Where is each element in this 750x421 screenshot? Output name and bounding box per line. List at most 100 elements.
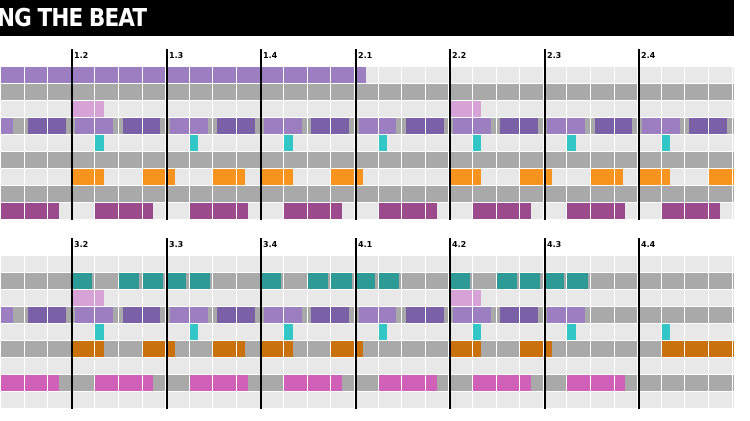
note-track-4-1[interactable] bbox=[0, 307, 13, 323]
note-track-8-7[interactable] bbox=[566, 375, 626, 391]
note-track-5-2[interactable] bbox=[188, 324, 199, 340]
note-track-4-10[interactable] bbox=[405, 307, 444, 323]
note-track-4-9[interactable] bbox=[358, 307, 397, 323]
beat-label: 3.4 bbox=[263, 240, 278, 249]
note-track-3-2[interactable] bbox=[448, 290, 482, 306]
note-track-4-11[interactable] bbox=[453, 307, 491, 323]
note-track-8-2[interactable] bbox=[94, 375, 154, 391]
note-track-4-6[interactable] bbox=[217, 307, 255, 323]
note-track-9-2[interactable] bbox=[94, 203, 154, 219]
note-track-6-4[interactable] bbox=[259, 341, 293, 357]
note-track-4-6[interactable] bbox=[217, 118, 255, 134]
grid-line bbox=[0, 256, 1, 409]
note-track-5-6[interactable] bbox=[566, 324, 576, 340]
note-track-2-4[interactable] bbox=[165, 273, 187, 289]
note-track-9-4[interactable] bbox=[283, 203, 343, 219]
note-track-2-13[interactable] bbox=[519, 273, 541, 289]
note-track-8-6[interactable] bbox=[471, 375, 531, 391]
note-track-7-10[interactable] bbox=[707, 169, 734, 185]
note-track-7-6[interactable] bbox=[448, 169, 482, 185]
note-track-4-9[interactable] bbox=[358, 118, 397, 134]
note-track-7-8[interactable] bbox=[589, 169, 623, 185]
note-track-9-6[interactable] bbox=[471, 203, 531, 219]
note-track-9-3[interactable] bbox=[188, 203, 248, 219]
note-track-6-5[interactable] bbox=[330, 341, 364, 357]
note-track-2-9[interactable] bbox=[353, 273, 376, 289]
note-track-7-4[interactable] bbox=[259, 169, 293, 185]
note-track-5-6[interactable] bbox=[566, 135, 576, 151]
note-track-9-5[interactable] bbox=[377, 203, 437, 219]
note-track-8-1[interactable] bbox=[0, 375, 59, 391]
note-track-7-5[interactable] bbox=[330, 169, 364, 185]
note-track-7-9[interactable] bbox=[637, 169, 671, 185]
note-track-2-14[interactable] bbox=[542, 273, 564, 289]
beat-label: 4.2 bbox=[452, 240, 467, 249]
sequencer-row-8 bbox=[0, 186, 734, 202]
grid-line bbox=[189, 67, 190, 220]
title-bar: NG THE BEAT bbox=[0, 0, 734, 36]
note-track-6-3[interactable] bbox=[212, 341, 246, 357]
note-track-6-8[interactable] bbox=[660, 341, 734, 357]
sequencer-row-7 bbox=[0, 169, 734, 185]
note-track-2-12[interactable] bbox=[495, 273, 517, 289]
note-track-2-5[interactable] bbox=[188, 273, 210, 289]
note-track-9-1[interactable] bbox=[0, 203, 59, 219]
beat-line bbox=[544, 238, 546, 409]
note-track-4-16[interactable] bbox=[689, 118, 727, 134]
note-track-9-8[interactable] bbox=[660, 203, 720, 219]
note-track-5-7[interactable] bbox=[660, 324, 671, 340]
note-track-5-4[interactable] bbox=[377, 135, 387, 151]
beat-label: 2.4 bbox=[641, 51, 656, 60]
note-track-1-1[interactable] bbox=[0, 67, 366, 83]
note-track-3-2[interactable] bbox=[448, 101, 482, 117]
grid-line bbox=[330, 256, 331, 409]
note-track-7-2[interactable] bbox=[141, 169, 175, 185]
note-track-2-6[interactable] bbox=[259, 273, 281, 289]
grid-line bbox=[378, 256, 379, 409]
note-track-2-2[interactable] bbox=[117, 273, 140, 289]
note-track-7-3[interactable] bbox=[212, 169, 246, 185]
note-track-5-1[interactable] bbox=[94, 324, 104, 340]
note-track-4-4[interactable] bbox=[122, 118, 161, 134]
grid-line bbox=[307, 256, 308, 409]
note-track-5-7[interactable] bbox=[660, 135, 671, 151]
note-track-6-7[interactable] bbox=[519, 341, 553, 357]
grid-line bbox=[118, 256, 119, 409]
note-track-4-4[interactable] bbox=[122, 307, 161, 323]
note-track-3-1[interactable] bbox=[70, 101, 104, 117]
note-track-9-7[interactable] bbox=[566, 203, 626, 219]
note-track-4-1[interactable] bbox=[0, 118, 13, 134]
note-track-6-2[interactable] bbox=[141, 341, 175, 357]
note-track-8-4[interactable] bbox=[283, 375, 343, 391]
note-track-5-5[interactable] bbox=[471, 135, 482, 151]
note-track-4-5[interactable] bbox=[169, 307, 208, 323]
note-track-6-6[interactable] bbox=[448, 341, 482, 357]
note-track-5-1[interactable] bbox=[94, 135, 104, 151]
note-track-5-3[interactable] bbox=[283, 135, 293, 151]
note-track-2-1[interactable] bbox=[70, 273, 92, 289]
sequencer-panel-top: 1.2 1.3 1.4 2.1 2.2 2.3 2.4 bbox=[0, 49, 734, 227]
note-track-2-7[interactable] bbox=[306, 273, 328, 289]
note-track-2-15[interactable] bbox=[566, 273, 588, 289]
note-track-2-11[interactable] bbox=[448, 273, 470, 289]
note-track-6-1[interactable] bbox=[70, 341, 104, 357]
grid-line bbox=[543, 256, 544, 409]
note-track-7-7[interactable] bbox=[519, 169, 553, 185]
note-track-2-3[interactable] bbox=[141, 273, 163, 289]
note-track-7-1[interactable] bbox=[70, 169, 104, 185]
note-track-2-10[interactable] bbox=[377, 273, 399, 289]
note-track-5-3[interactable] bbox=[283, 324, 293, 340]
note-track-4-5[interactable] bbox=[169, 118, 208, 134]
note-track-8-3[interactable] bbox=[188, 375, 248, 391]
grid-line bbox=[165, 67, 166, 220]
note-track-5-4[interactable] bbox=[377, 324, 387, 340]
note-track-4-15[interactable] bbox=[641, 118, 680, 134]
note-track-5-2[interactable] bbox=[188, 135, 199, 151]
note-track-2-8[interactable] bbox=[330, 273, 352, 289]
note-track-5-5[interactable] bbox=[471, 324, 482, 340]
note-track-4-14[interactable] bbox=[594, 118, 633, 134]
note-track-4-11[interactable] bbox=[453, 118, 491, 134]
note-track-8-5[interactable] bbox=[377, 375, 437, 391]
note-track-3-1[interactable] bbox=[70, 290, 104, 306]
note-track-4-10[interactable] bbox=[405, 118, 444, 134]
